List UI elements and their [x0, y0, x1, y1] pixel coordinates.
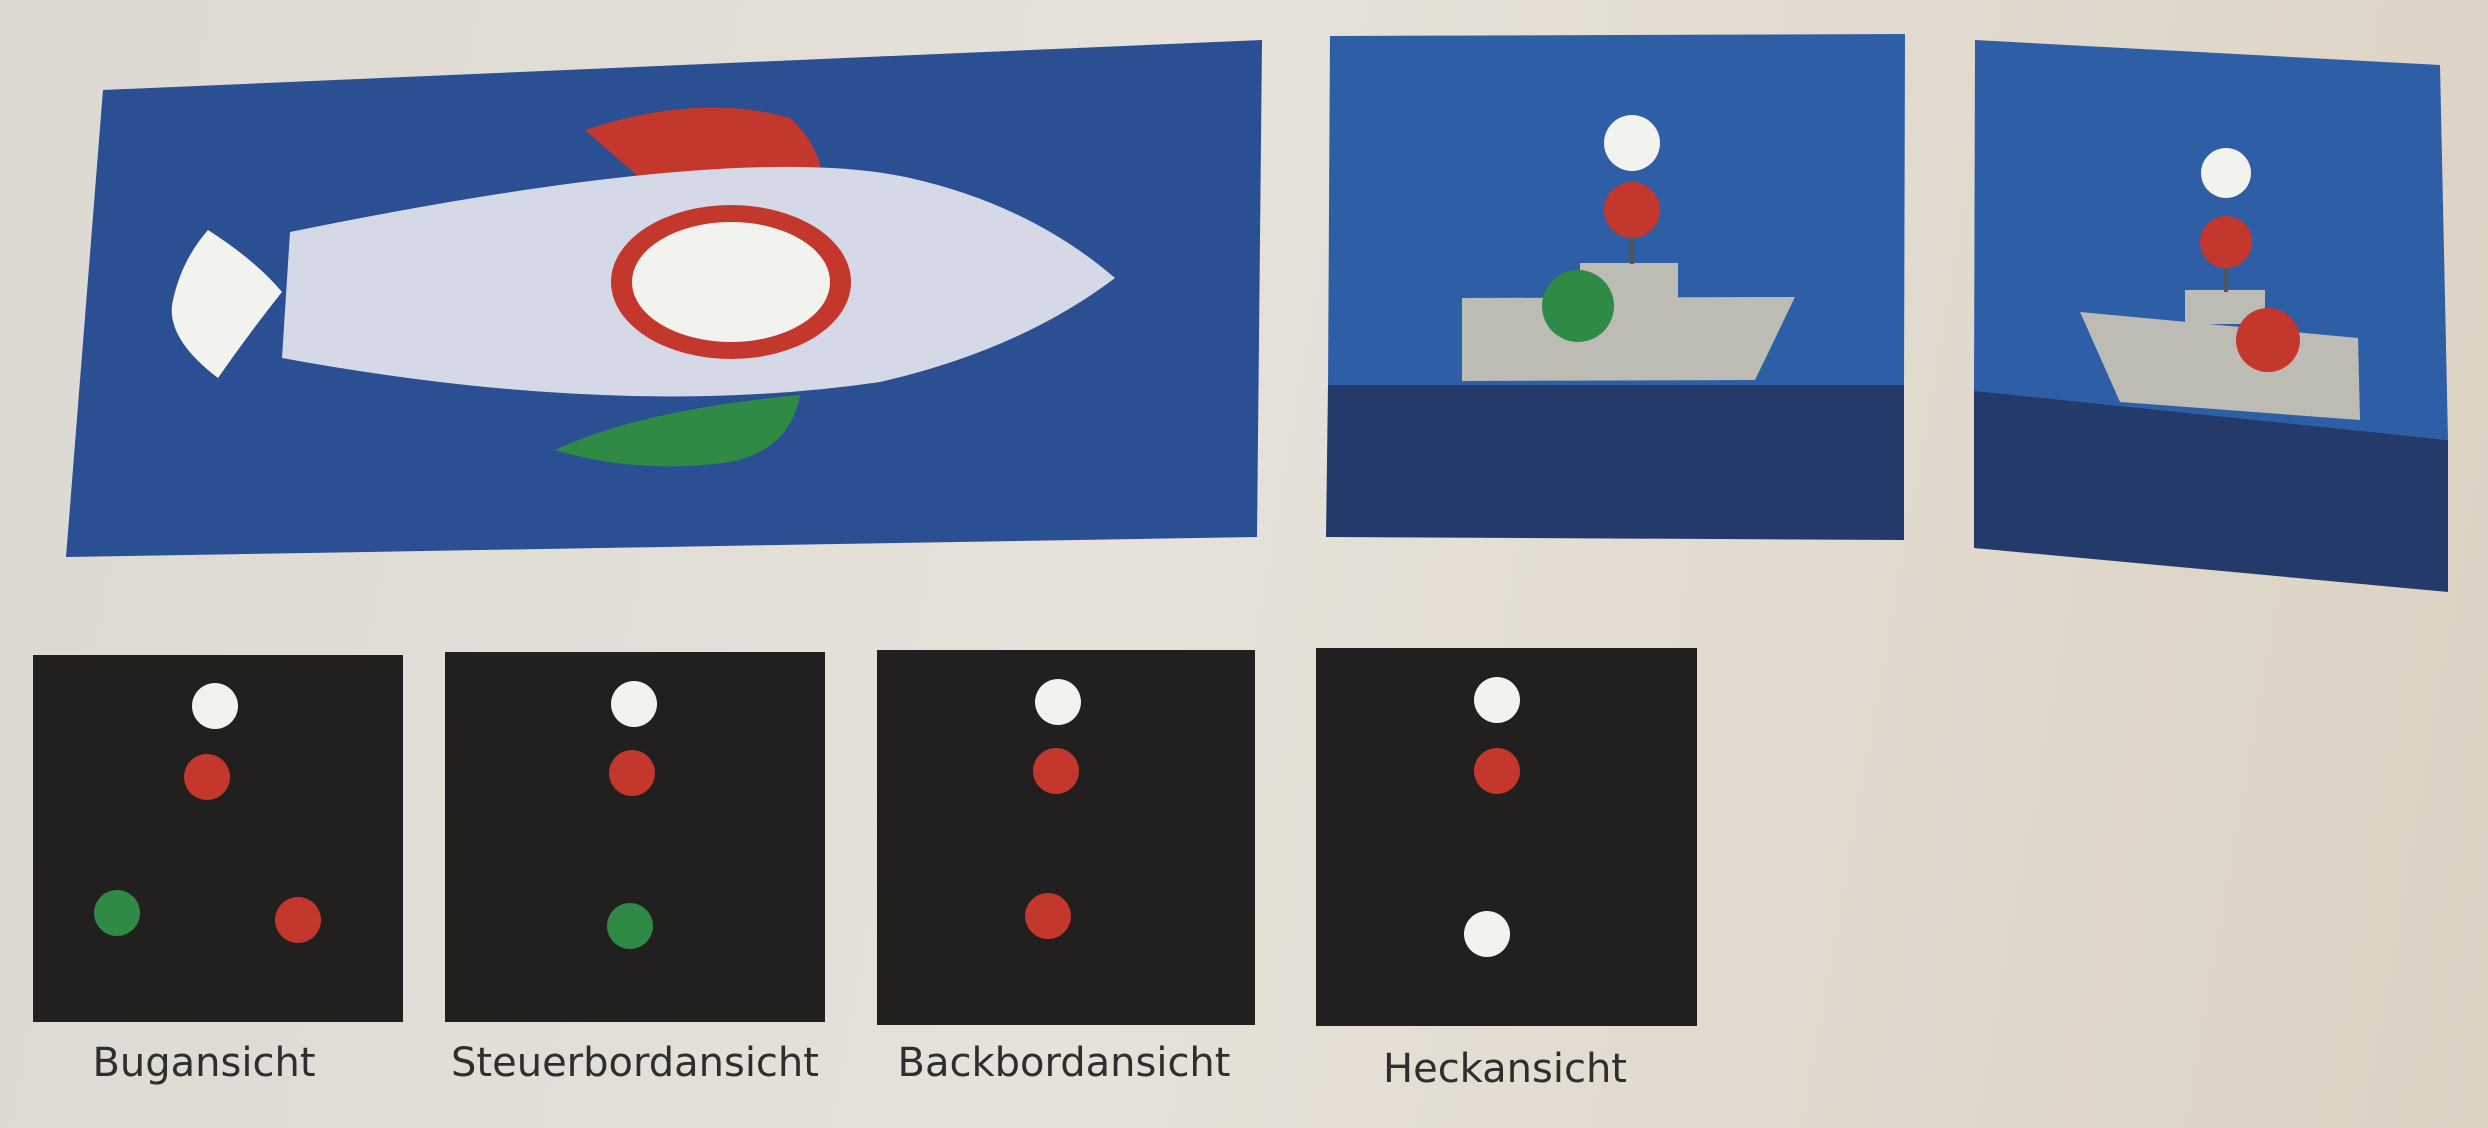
green-light	[94, 890, 140, 936]
label-stern-view: Heckansicht	[1383, 1046, 1627, 1092]
green-light	[1542, 270, 1614, 342]
red-light	[609, 750, 655, 796]
white-light	[1035, 679, 1081, 725]
green-sector-fin	[555, 395, 800, 467]
red-light	[1474, 748, 1520, 794]
label-starboard-view: Steuerbordansicht	[451, 1040, 819, 1086]
green-light	[607, 903, 653, 949]
white-light	[192, 683, 238, 729]
stern-light-shape	[171, 230, 282, 378]
ship-hull	[1462, 297, 1795, 381]
white-light	[2201, 148, 2251, 198]
sea-background	[1974, 391, 2448, 592]
label-bow-view: Bugansicht	[92, 1040, 316, 1086]
night-view-starboard	[445, 652, 825, 1022]
red-side-light	[2236, 308, 2300, 372]
side-view-port-panel	[1974, 40, 2448, 592]
white-light	[611, 681, 657, 727]
plan-view-panel	[66, 40, 1262, 557]
mast-light-center	[632, 222, 830, 342]
night-view-stern	[1316, 648, 1697, 1026]
sea-background	[1326, 385, 1904, 540]
red-light	[275, 897, 321, 943]
red-light	[184, 754, 230, 800]
label-port-view: Backbordansicht	[897, 1040, 1231, 1086]
red-light	[2200, 216, 2252, 268]
white-light	[1464, 911, 1510, 957]
white-light	[1474, 677, 1520, 723]
red-light	[1025, 893, 1071, 939]
red-light	[1604, 182, 1660, 238]
red-light	[1033, 748, 1079, 794]
white-light	[1604, 115, 1660, 171]
side-view-starboard-panel	[1326, 34, 1905, 540]
night-view-port	[877, 650, 1255, 1025]
night-view-bow	[33, 655, 403, 1022]
red-sector-fin	[585, 107, 822, 178]
